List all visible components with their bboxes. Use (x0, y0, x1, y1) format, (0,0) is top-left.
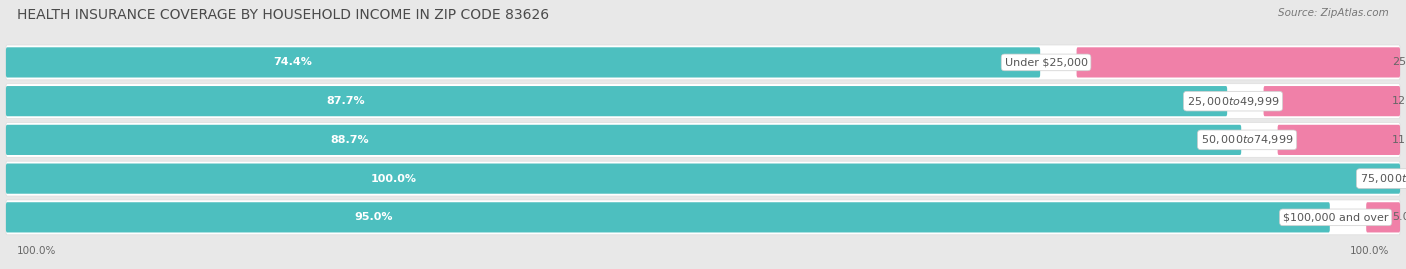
Text: HEALTH INSURANCE COVERAGE BY HOUSEHOLD INCOME IN ZIP CODE 83626: HEALTH INSURANCE COVERAGE BY HOUSEHOLD I… (17, 8, 548, 22)
FancyBboxPatch shape (6, 47, 1040, 77)
Text: $75,000 to $99,999: $75,000 to $99,999 (1360, 172, 1406, 185)
FancyBboxPatch shape (1278, 125, 1400, 155)
Text: 100.0%: 100.0% (371, 174, 416, 184)
Text: 74.4%: 74.4% (273, 57, 312, 68)
Text: 88.7%: 88.7% (330, 135, 368, 145)
FancyBboxPatch shape (1367, 202, 1400, 232)
FancyBboxPatch shape (6, 161, 1400, 196)
Text: 5.0%: 5.0% (1392, 212, 1406, 222)
FancyBboxPatch shape (6, 200, 1400, 235)
Text: Under $25,000: Under $25,000 (1004, 57, 1088, 68)
Text: 11.3%: 11.3% (1392, 135, 1406, 145)
Text: $50,000 to $74,999: $50,000 to $74,999 (1201, 133, 1294, 146)
Text: Source: ZipAtlas.com: Source: ZipAtlas.com (1278, 8, 1389, 18)
Text: $100,000 and over: $100,000 and over (1282, 212, 1389, 222)
Text: $25,000 to $49,999: $25,000 to $49,999 (1187, 95, 1279, 108)
FancyBboxPatch shape (6, 45, 1400, 80)
Text: 12.3%: 12.3% (1392, 96, 1406, 106)
Text: 100.0%: 100.0% (17, 246, 56, 256)
Text: 25.6%: 25.6% (1392, 57, 1406, 68)
FancyBboxPatch shape (6, 125, 1241, 155)
FancyBboxPatch shape (6, 202, 1330, 232)
Text: 87.7%: 87.7% (326, 96, 364, 106)
FancyBboxPatch shape (6, 122, 1400, 157)
FancyBboxPatch shape (6, 86, 1227, 116)
Text: 100.0%: 100.0% (1350, 246, 1389, 256)
FancyBboxPatch shape (1077, 47, 1400, 77)
FancyBboxPatch shape (6, 164, 1400, 194)
Text: 95.0%: 95.0% (354, 212, 394, 222)
FancyBboxPatch shape (1264, 86, 1400, 116)
FancyBboxPatch shape (6, 84, 1400, 119)
